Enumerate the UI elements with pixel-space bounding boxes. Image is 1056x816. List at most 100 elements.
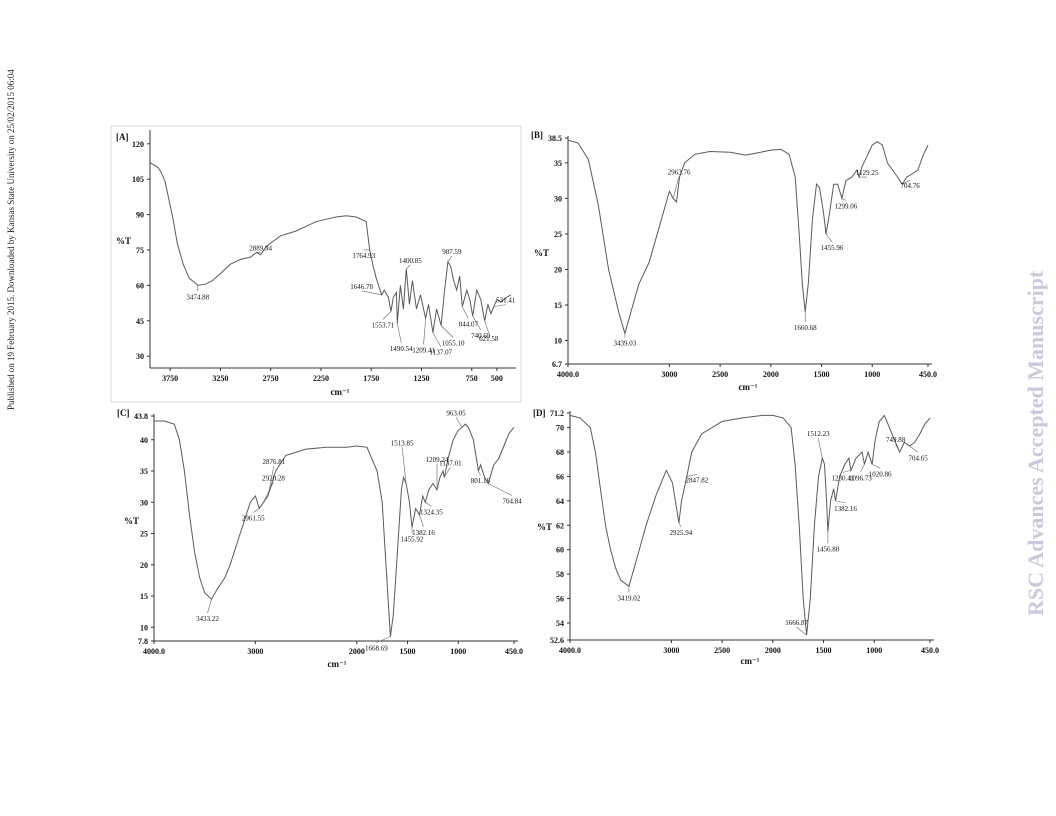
x-tick-label: 3000 — [661, 370, 677, 379]
y-axis-label: %T — [534, 248, 549, 258]
x-tick-label: 2750 — [263, 374, 279, 383]
peak-leader — [842, 470, 851, 473]
peak-label: 1299.06 — [835, 202, 858, 210]
y-tick-label: 40 — [140, 436, 148, 445]
peak-leader — [419, 514, 424, 527]
x-tick-label: 4000.0 — [557, 370, 579, 379]
x-axis-label: cm⁻¹ — [331, 387, 350, 397]
peak-label: 2876.81 — [263, 458, 286, 466]
y-tick-label: 35 — [554, 159, 562, 168]
peak-label: 1324.35 — [420, 508, 443, 516]
x-axis-label: cm⁻¹ — [739, 382, 758, 392]
x-tick-label: 3750 — [162, 374, 178, 383]
peak-label: 1513.85 — [391, 440, 414, 448]
peak-leader — [895, 443, 900, 453]
x-tick-label: 1500 — [814, 370, 830, 379]
y-axis-label: %T — [116, 236, 131, 246]
peak-leader — [444, 467, 451, 478]
y-tick-label: 58 — [556, 570, 564, 579]
peak-label: 1512.23 — [807, 430, 830, 438]
y-tick-label: 71.2 — [550, 409, 564, 418]
peak-label: 1020.86 — [869, 470, 892, 478]
x-tick-label: 3000 — [663, 646, 679, 655]
y-tick-label: 15 — [554, 301, 562, 310]
peak-label: 3433.22 — [196, 615, 219, 623]
peak-label: 2920.28 — [262, 474, 285, 482]
peak-label: 1137.07 — [430, 349, 453, 357]
y-tick-label: 120 — [132, 140, 144, 149]
peak-leader — [484, 320, 489, 333]
peak-label: 1209.24 — [426, 456, 449, 464]
peak-label: 987.59 — [442, 248, 462, 256]
peak-leader — [361, 290, 382, 296]
peak-leader — [425, 502, 432, 507]
x-tick-label: 500 — [491, 374, 503, 383]
x-tick-label: 1750 — [363, 374, 379, 383]
peak-leader — [401, 447, 407, 484]
spectrum-line — [569, 414, 931, 636]
peak-label: 740.69 — [471, 332, 491, 340]
x-tick-label: 450.0 — [921, 646, 939, 655]
peak-label: 3419.02 — [618, 594, 641, 602]
y-tick-label: 30 — [136, 352, 144, 361]
x-tick-label: 2000 — [763, 370, 779, 379]
peak-label: 1055.10 — [442, 340, 465, 348]
panel-label: [D] — [533, 408, 546, 418]
y-tick-label: 90 — [136, 211, 144, 220]
peak-leader — [686, 474, 697, 477]
x-tick-label: 2000 — [765, 646, 781, 655]
y-tick-label: 70 — [556, 424, 564, 433]
peak-label: 1455.92 — [401, 535, 424, 543]
peak-label: 1382.16 — [412, 529, 435, 537]
peak-leader — [871, 463, 881, 469]
spectrum-panel-b: 6.7 10 15 20 25 30 35 38.5 4000.0 3000 2500 2000 150… — [531, 130, 937, 392]
panel-label: [A] — [116, 132, 129, 142]
spectrum-line — [154, 420, 515, 637]
y-tick-label: 20 — [140, 561, 148, 570]
peak-label: 2963.76 — [668, 168, 691, 176]
y-tick-label: 35 — [140, 467, 148, 476]
publication-note-text: Published on 19 February 2015. Downloade… — [6, 69, 16, 410]
peak-label: 1129.25 — [856, 169, 879, 177]
spectrum-panel-d: 52.6 54 56 58 60 62 64 66 68 70 71.2 4000.0 3000 2500… — [533, 408, 939, 666]
peak-label: 1382.16 — [834, 505, 857, 513]
peak-leader — [672, 176, 680, 199]
x-tick-label: 1000 — [450, 647, 466, 656]
y-tick-label: 25 — [554, 230, 562, 239]
peak-leader — [678, 522, 682, 527]
peak-leader — [825, 233, 833, 243]
spectrum-panel-a: 30 45 60 75 90 105 120 3750 3250 2750 2250 1750 1250… — [110, 125, 522, 403]
peak-leader — [423, 318, 426, 345]
x-tick-label: 450.0 — [919, 370, 937, 379]
y-axis-label: %T — [124, 516, 139, 526]
y-tick-label: 75 — [136, 246, 144, 255]
y-tick-label: 52.6 — [550, 636, 564, 645]
peak-leader — [796, 626, 807, 636]
peak-label: 1646.78 — [350, 283, 373, 291]
y-tick-label: 30 — [554, 194, 562, 203]
peak-leader — [462, 306, 469, 319]
spectrum-line — [149, 162, 512, 333]
x-tick-label: 4000.0 — [559, 646, 581, 655]
y-tick-label: 10 — [554, 337, 562, 346]
peak-leader — [860, 464, 865, 473]
x-tick-label: 2250 — [313, 374, 329, 383]
peak-label: 2925.94 — [670, 529, 693, 537]
x-tick-label: 2500 — [712, 370, 728, 379]
peak-leader — [397, 323, 402, 344]
panel-frame — [110, 125, 522, 403]
y-tick-label: 10 — [140, 623, 148, 632]
x-tick-label: 1500 — [400, 647, 416, 656]
peak-label: 704.76 — [901, 182, 921, 190]
x-tick-label: 3000 — [247, 647, 263, 656]
y-tick-label: 60 — [556, 546, 564, 555]
peak-label: 1455.96 — [821, 244, 844, 252]
x-tick-label: 450.0 — [505, 647, 523, 656]
peak-label: 2889.94 — [249, 244, 272, 252]
y-tick-label: 66 — [556, 472, 564, 481]
peak-leader — [902, 179, 911, 185]
peak-label: 749.88 — [886, 436, 906, 444]
y-tick-label: 43.8 — [134, 412, 148, 421]
peak-label: 2961.55 — [242, 515, 265, 523]
